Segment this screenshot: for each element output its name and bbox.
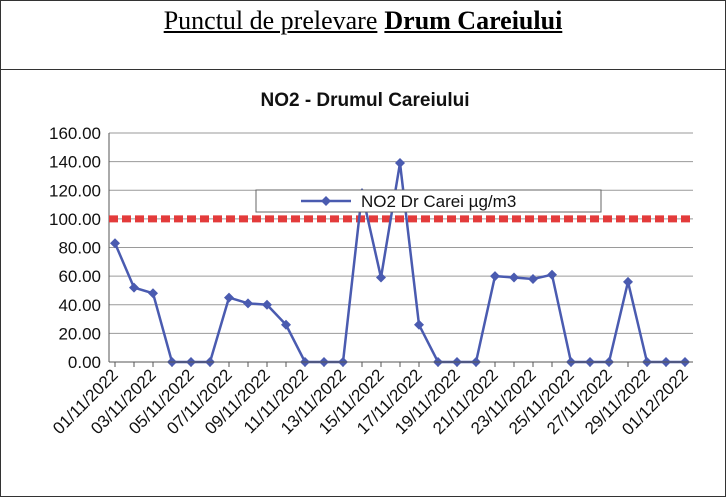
point — [528, 273, 538, 284]
y-tick-label: 60.00 — [58, 267, 101, 286]
y-tick-label: 160.00 — [49, 124, 101, 143]
chart: NO2 - Drumul Careiului 0.00 20.00 40.00 60.… — [49, 90, 693, 439]
header-title-bold: Drum Careiului — [384, 6, 563, 35]
legend-marker — [321, 196, 331, 206]
y-tick-label: 120.00 — [49, 181, 101, 200]
point — [148, 288, 158, 299]
point — [224, 292, 234, 303]
point — [262, 299, 272, 310]
y-tick-label: 80.00 — [58, 239, 101, 258]
point — [509, 272, 519, 283]
y-tick-label: 100.00 — [49, 210, 101, 229]
point — [243, 298, 253, 309]
point — [395, 158, 405, 169]
legend-box — [255, 189, 602, 213]
chart-title: NO2 - Drumul Careiului — [260, 90, 469, 111]
point — [414, 319, 424, 330]
legend-label: NO2 Dr Carei µg/m3 — [361, 192, 516, 211]
header: Punctul de prelevare Drum Careiului — [1, 1, 725, 70]
header-title: Punctul de prelevare — [163, 6, 378, 35]
point — [129, 282, 139, 293]
point — [490, 271, 500, 282]
y-tick-label: 140.00 — [49, 153, 101, 172]
point — [623, 276, 633, 287]
point — [281, 319, 291, 330]
point — [547, 269, 557, 280]
legend: NO2 Dr Carei µg/m3 — [255, 189, 602, 213]
y-tick-label: 0.00 — [68, 353, 101, 372]
y-tick-label: 20.00 — [58, 324, 101, 343]
y-tick-label: 40.00 — [58, 296, 101, 315]
point — [110, 238, 120, 249]
point — [376, 272, 386, 283]
